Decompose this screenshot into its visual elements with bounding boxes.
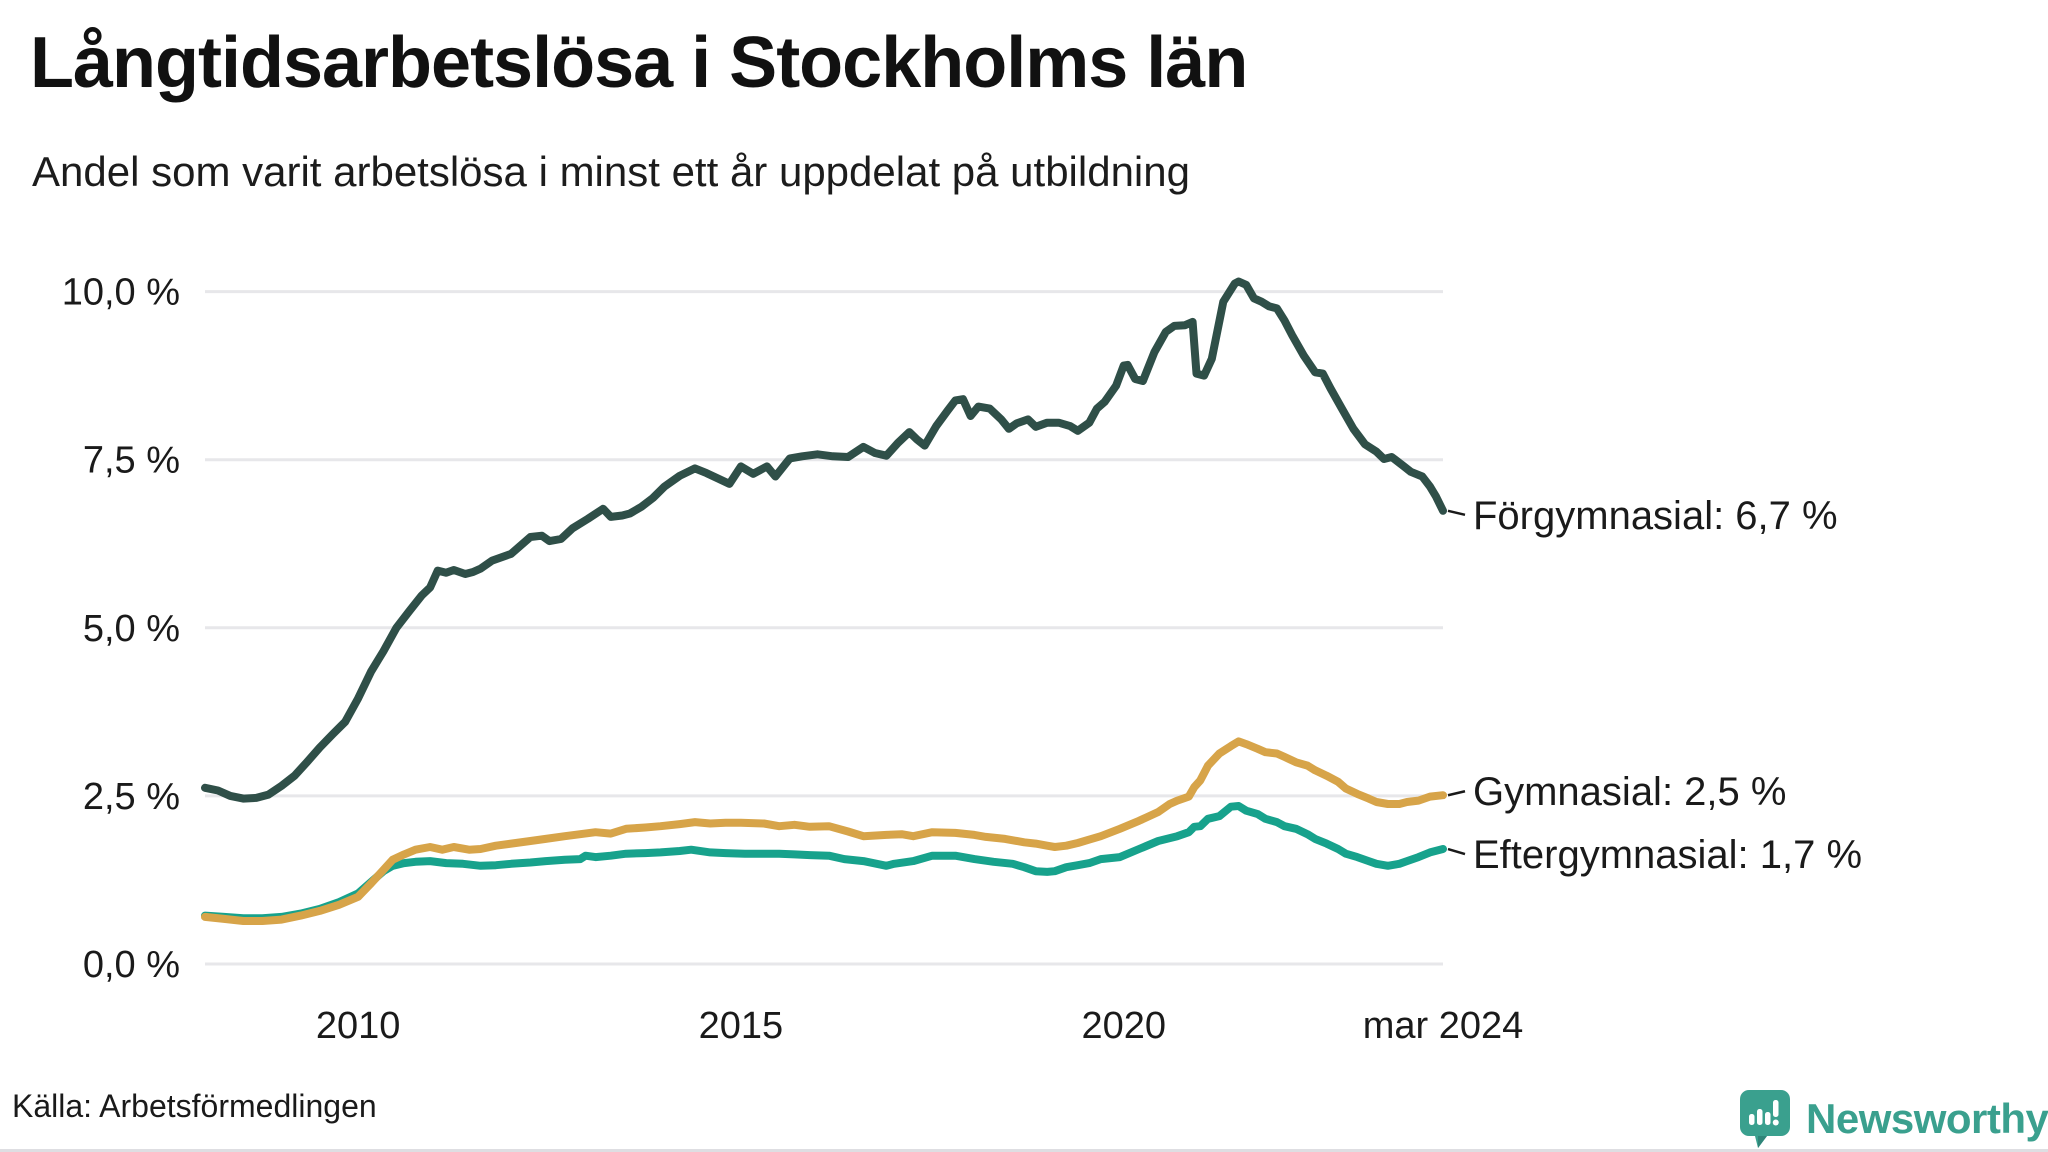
- series-end-label-förgymnasial: Förgymnasial: 6,7 %: [1473, 494, 1838, 538]
- label-leader-dash-gymnasial: [1447, 790, 1466, 797]
- label-leader-dash-förgymnasial: [1447, 509, 1466, 517]
- x-axis-tick-label: 2020: [1081, 1005, 1166, 1047]
- series-line-gymnasial: [201, 737, 1447, 925]
- y-axis-tick-label: 2,5 %: [83, 776, 180, 818]
- y-axis-tick-label: 7,5 %: [83, 440, 180, 482]
- y-axis-tick-label: 10,0 %: [62, 272, 180, 314]
- page-title: Långtidsarbetslösa i Stockholms län: [30, 23, 1248, 103]
- y-axis-tick-label: 5,0 %: [83, 608, 180, 650]
- series-end-label-eftergymnasial: Eftergymnasial: 1,7 %: [1473, 833, 1862, 877]
- chart-subtitle: Andel som varit arbetslösa i minst ett å…: [32, 148, 1190, 195]
- x-axis-tick-label: mar 2024: [1363, 1005, 1524, 1047]
- label-leader-dash-eftergymnasial: [1447, 847, 1466, 856]
- series-line-eftergymnasial: [201, 802, 1447, 923]
- x-axis-tick-label: 2010: [316, 1005, 401, 1047]
- y-axis-tick-label: 0,0 %: [83, 944, 180, 986]
- x-axis-tick-label: 2015: [699, 1005, 784, 1047]
- source-text: Källa: Arbetsförmedlingen: [12, 1088, 377, 1124]
- newsworthy-logo: Newsworthy: [1740, 1090, 2048, 1148]
- series-line-förgymnasial: [201, 277, 1447, 803]
- newsworthy-bubble-icon: [1740, 1090, 1790, 1148]
- bottom-divider: [0, 1149, 2048, 1152]
- series-end-label-gymnasial: Gymnasial: 2,5 %: [1473, 770, 1786, 814]
- newsworthy-wordmark: Newsworthy: [1806, 1095, 2048, 1142]
